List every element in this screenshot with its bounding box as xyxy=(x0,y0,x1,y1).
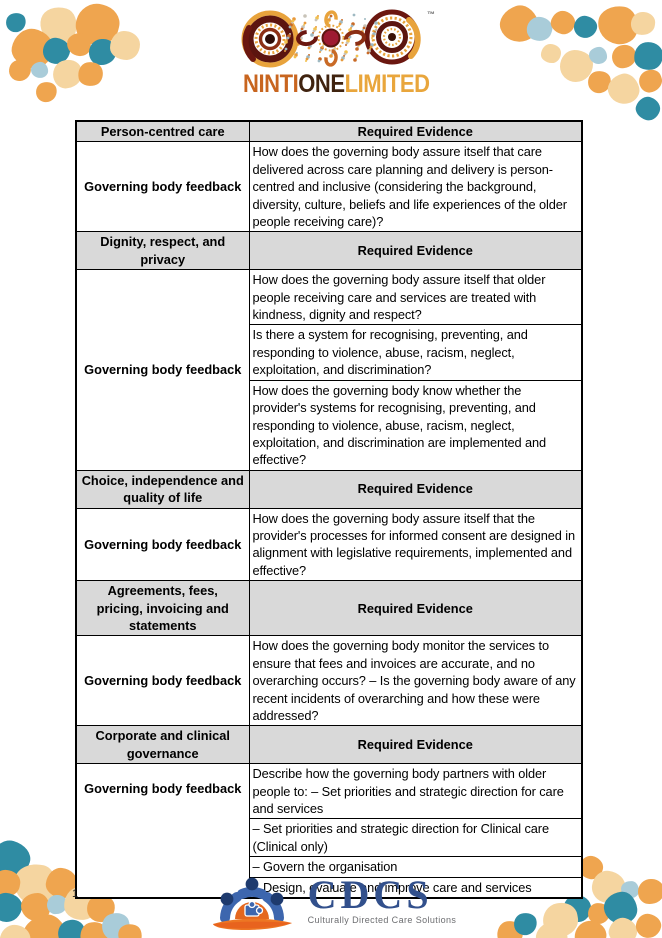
cdcs-name: CDCS xyxy=(307,872,433,917)
evidence-cell: How does the governing body know whether… xyxy=(248,379,583,471)
row-label-cell: Governing body feedback xyxy=(75,635,250,727)
decorative-blob xyxy=(632,93,662,124)
decorative-blob xyxy=(629,10,657,37)
table-row: Is there a system for recognising, preve… xyxy=(76,324,583,381)
table-row: Governing body feedback How does the gov… xyxy=(75,635,583,727)
table-row: Governing body feedback How does the gov… xyxy=(75,507,583,582)
row-label-cell: Governing body feedback xyxy=(75,763,250,899)
section-header-row: Person-centred care Required Evidence xyxy=(75,120,583,143)
row-label-cell: Governing body feedback xyxy=(75,269,250,471)
table-row: Governing body feedback How does the gov… xyxy=(75,141,583,233)
ninti-one-wordmark: NINTIONELIMITED xyxy=(243,70,430,98)
category-header-cell: Choice, independence and quality of life xyxy=(75,469,250,509)
decorative-blob xyxy=(588,46,608,65)
decorative-blob xyxy=(8,59,32,82)
table-row: – Set priorities and strategic direction… xyxy=(76,818,583,858)
category-header-cell: Dignity, respect, and privacy xyxy=(75,231,250,271)
wordmark-ninti: NINTI xyxy=(243,70,299,98)
evidence-cell: How does the governing body assure itsel… xyxy=(248,507,583,582)
row-label-cell: Governing body feedback xyxy=(75,141,250,233)
evidence-header-cell: Required Evidence xyxy=(248,469,583,509)
evidence-cell: – Design, evaluate and improve care and … xyxy=(248,876,583,899)
decorative-blob xyxy=(631,39,662,73)
cdcs-tagline: Culturally Directed Care Solutions xyxy=(307,915,457,925)
decorative-blob xyxy=(30,61,49,79)
evidence-cell: How does the governing body assure itsel… xyxy=(248,269,583,326)
decorative-blob xyxy=(560,50,593,82)
decorative-blob xyxy=(540,43,562,64)
evidence-header-cell: Required Evidence xyxy=(248,725,583,765)
assessment-table: Person-centred care Required Evidence Go… xyxy=(75,120,583,900)
section-header-row: Dignity, respect, and privacy Required E… xyxy=(75,231,583,271)
evidence-cell: Describe how the governing body partners… xyxy=(248,763,583,820)
evidence-cell: How does the governing body assure itsel… xyxy=(248,141,583,233)
trademark-symbol: ™ xyxy=(427,10,435,19)
decorative-blob xyxy=(636,66,662,96)
evidence-header-cell: Required Evidence xyxy=(248,120,583,143)
section-header-row: Choice, independence and quality of life… xyxy=(75,469,583,509)
table-row: Governing body feedback Describe how the… xyxy=(75,763,583,899)
evidence-header-cell: Required Evidence xyxy=(248,580,583,637)
category-header-cell: Agreements, fees, pricing, invoicing and… xyxy=(75,580,250,637)
table-row: Governing body feedback How does the gov… xyxy=(75,269,583,471)
category-header-cell: Person-centred care xyxy=(75,120,250,143)
wordmark-one: ONE xyxy=(298,70,345,98)
decorative-blob xyxy=(571,13,600,41)
evidence-cell: – Set priorities and strategic direction… xyxy=(248,818,583,858)
row-label-cell: Governing body feedback xyxy=(75,507,250,582)
page-number: 1 xyxy=(72,888,79,900)
cdcs-logo-icon xyxy=(212,877,292,930)
cdcs-logo: CDCS Culturally Directed Care Solutions xyxy=(0,872,662,930)
table-row: – Govern the organisation xyxy=(76,856,583,878)
evidence-cell: Is there a system for recognising, preve… xyxy=(248,324,583,381)
ninti-one-logo: ™ NINTIONELIMITED xyxy=(231,6,435,98)
evidence-header-cell: Required Evidence xyxy=(248,231,583,271)
section-header-row: Agreements, fees, pricing, invoicing and… xyxy=(75,580,583,637)
decorative-blob xyxy=(548,8,578,37)
table-row: – Design, evaluate and improve care and … xyxy=(76,876,583,899)
category-header-cell: Corporate and clinical governance xyxy=(75,725,250,765)
evidence-cell: How does the governing body monitor the … xyxy=(248,635,583,727)
ninti-one-dot-art-icon xyxy=(241,9,421,68)
table-row: How does the governing body know whether… xyxy=(76,379,583,471)
evidence-cell: – Govern the organisation xyxy=(248,856,583,878)
cdcs-text-block: CDCS Culturally Directed Care Solutions xyxy=(307,872,457,926)
wordmark-limited: LIMITED xyxy=(344,70,430,98)
decorative-blob xyxy=(109,30,141,61)
section-header-row: Corporate and clinical governance Requir… xyxy=(75,725,583,765)
